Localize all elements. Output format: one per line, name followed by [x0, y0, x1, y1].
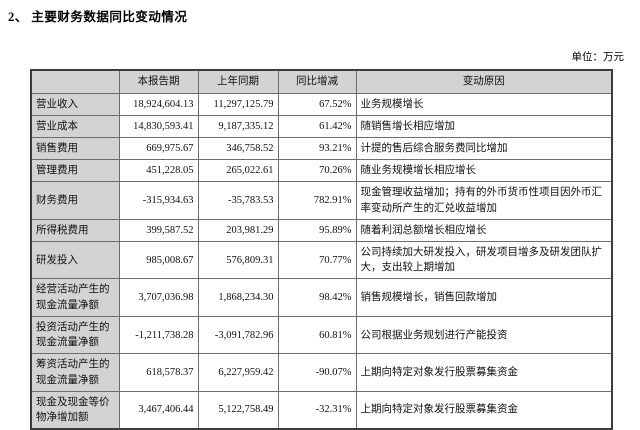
table-body: 营业收入 18,924,604.13 11,297,125.79 67.52% …: [30, 92, 613, 430]
reason-cell: 随销售增长相应增加: [355, 114, 613, 138]
yoy-change-cell: 782.91%: [277, 181, 357, 220]
prior-period-cell: 9,187,335.12: [197, 114, 279, 138]
yoy-change-cell: 60.81%: [277, 315, 357, 355]
row-label-cell: 投资活动产生的现金流量净额: [30, 315, 120, 355]
yoy-change-cell: -90.07%: [277, 353, 357, 392]
current-period-cell: 618,578.37: [118, 353, 199, 392]
table-header: 本报告期 上年同期 同比增减 变动原因: [30, 69, 613, 94]
current-period-cell: 14,830,593.41: [118, 114, 199, 138]
reason-cell: 销售规模增长，销售回款增加: [355, 278, 613, 317]
row-label-cell: 财务费用: [30, 181, 120, 220]
table-row-rd-investment: 研发投入 985,008.67 576,809.31 70.77% 公司持续加大…: [30, 241, 613, 280]
current-period-cell: 18,924,604.13: [118, 92, 199, 116]
col-header-current-period: 本报告期: [118, 69, 199, 94]
row-label-cell: 现金及现金等价物净增加额: [30, 390, 120, 430]
current-period-cell: 3,707,036.98: [118, 278, 199, 317]
row-label-cell: 所得税费用: [30, 218, 120, 243]
reason-cell: 随业务规模增长相应增长: [355, 159, 613, 183]
current-period-cell: -1,211,738.28: [118, 315, 199, 355]
table-row-operating-revenue: 营业收入 18,924,604.13 11,297,125.79 67.52% …: [30, 92, 613, 116]
row-label-cell: 经营活动产生的现金流量净额: [30, 278, 120, 317]
prior-period-cell: 576,809.31: [197, 241, 279, 280]
prior-period-cell: 346,758.52: [197, 136, 279, 161]
reason-cell: 现金管理收益增加；持有的外币货币性项目因外币汇率变动所产生的汇兑收益增加: [355, 181, 613, 220]
yoy-change-cell: 70.26%: [277, 159, 357, 183]
prior-period-cell: 6,227,959.42: [197, 353, 279, 392]
table-row-operating-cost: 营业成本 14,830,593.41 9,187,335.12 61.42% 随…: [30, 114, 613, 138]
header-row: 本报告期 上年同期 同比增减 变动原因: [30, 69, 613, 94]
table-row-investing-cashflow: 投资活动产生的现金流量净额 -1,211,738.28 -3,091,782.9…: [30, 315, 613, 355]
reason-cell: 随着利润总额增长相应增长: [355, 218, 613, 243]
row-label-cell: 研发投入: [30, 241, 120, 280]
yoy-change-cell: 67.52%: [277, 92, 357, 116]
page-title: 2、 主要财务数据同比变动情况: [8, 10, 188, 24]
table-row-financing-cashflow: 筹资活动产生的现金流量净额 618,578.37 6,227,959.42 -9…: [30, 353, 613, 392]
row-label-cell: 销售费用: [30, 136, 120, 161]
reason-cell: 公司持续加大研发投入，研发项目增多及研发团队扩大，支出较上期增加: [355, 241, 613, 280]
current-period-cell: 985,008.67: [118, 241, 199, 280]
table-row-net-cash-increase: 现金及现金等价物净增加额 3,467,406.44 5,122,758.49 -…: [30, 390, 613, 430]
table-row-operating-cashflow: 经营活动产生的现金流量净额 3,707,036.98 1,868,234.30 …: [30, 278, 613, 317]
reason-cell: 上期向特定对象发行股票募集资金: [355, 353, 613, 392]
reason-cell: 计提的售后综合服务费同比增加: [355, 136, 613, 161]
reason-cell: 公司根据业务规划进行产能投资: [355, 315, 613, 355]
prior-period-cell: 5,122,758.49: [197, 390, 279, 430]
reason-cell: 业务规模增长: [355, 92, 613, 116]
prior-period-cell: 265,022.61: [197, 159, 279, 183]
table-row-income-tax: 所得税费用 399,587.52 203,981.29 95.89% 随着利润总…: [30, 218, 613, 243]
prior-period-cell: 11,297,125.79: [197, 92, 279, 116]
table-row-admin-expenses: 管理费用 451,228.05 265,022.61 70.26% 随业务规模增…: [30, 159, 613, 183]
current-period-cell: 399,587.52: [118, 218, 199, 243]
prior-period-cell: -35,783.53: [197, 181, 279, 220]
col-header-reason: 变动原因: [355, 69, 613, 94]
yoy-change-cell: 95.89%: [277, 218, 357, 243]
col-header-prior-period: 上年同期: [197, 69, 279, 94]
current-period-cell: -315,934.63: [118, 181, 199, 220]
current-period-cell: 451,228.05: [118, 159, 199, 183]
col-header-yoy-change: 同比增减: [277, 69, 357, 94]
prior-period-cell: 203,981.29: [197, 218, 279, 243]
table-row-selling-expenses: 销售费用 669,975.67 346,758.52 93.21% 计提的售后综…: [30, 136, 613, 161]
current-period-cell: 3,467,406.44: [118, 390, 199, 430]
yoy-change-cell: 61.42%: [277, 114, 357, 138]
reason-cell: 上期向特定对象发行股票募集资金: [355, 390, 613, 430]
row-label-cell: 管理费用: [30, 159, 120, 183]
prior-period-cell: -3,091,782.96: [197, 315, 279, 355]
table-row-finance-expenses: 财务费用 -315,934.63 -35,783.53 782.91% 现金管理…: [30, 181, 613, 220]
yoy-change-cell: 98.42%: [277, 278, 357, 317]
financial-comparison-table: 本报告期 上年同期 同比增减 变动原因 营业收入 18,924,604.13 1…: [30, 69, 613, 430]
row-label-cell: 营业成本: [30, 114, 120, 138]
row-label-cell: 筹资活动产生的现金流量净额: [30, 353, 120, 392]
row-label-cell: 营业收入: [30, 92, 120, 116]
current-period-cell: 669,975.67: [118, 136, 199, 161]
unit-label: 单位：万元: [571, 52, 625, 63]
yoy-change-cell: -32.31%: [277, 390, 357, 430]
yoy-change-cell: 93.21%: [277, 136, 357, 161]
yoy-change-cell: 70.77%: [277, 241, 357, 280]
col-header-item: [30, 69, 120, 94]
prior-period-cell: 1,868,234.30: [197, 278, 279, 317]
